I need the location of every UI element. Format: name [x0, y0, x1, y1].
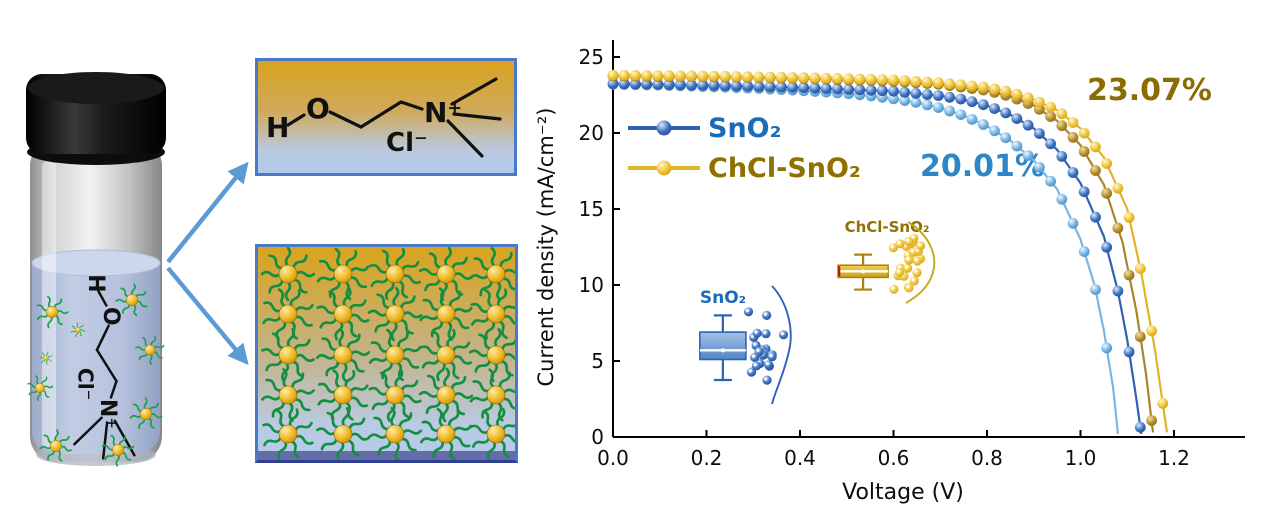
lattice-nanoparticle: [367, 286, 423, 342]
x-tick-label: 0.4: [784, 446, 816, 470]
ligand-capped-nanoparticle: [36, 295, 69, 329]
lattice-nanoparticle: [419, 328, 473, 382]
lattice-nanoparticle: [260, 327, 316, 383]
nanoparticles-in-vial: [26, 283, 165, 467]
atom-cl: Cl⁻: [73, 368, 97, 401]
lattice-nanoparticle: [468, 367, 515, 423]
connector-arrows: [166, 161, 249, 366]
lattice-nanoparticle: [418, 367, 474, 423]
lattice-nanoparticle: [316, 368, 370, 422]
legend-label-chcl: ChCl-SnO₂: [708, 153, 861, 184]
ligand-capped-nanoparticle: [70, 322, 86, 338]
y-axis-title: Current density (mA/cm⁻²): [534, 107, 558, 386]
ligand-capped-nanoparticle: [129, 397, 163, 430]
lattice-nanoparticle: [468, 247, 515, 302]
y-tick-label: 20: [579, 121, 604, 145]
nanoparticle-grid: [260, 247, 515, 460]
lattice-nanoparticle: [261, 287, 315, 341]
lattice-nanoparticle: [468, 327, 515, 383]
lattice-nanoparticle: [367, 406, 423, 460]
y-tick-label: 5: [591, 349, 604, 373]
violin-chcl: [905, 221, 936, 304]
nanoparticle-panel: [255, 244, 518, 463]
lattice-nanoparticle: [368, 328, 422, 382]
efficiency-label-chcl: 23.07%: [1087, 73, 1212, 108]
ligand-capped-nanoparticle: [134, 335, 165, 366]
arrow-to-molecule-panel: [166, 161, 249, 264]
ligand-capped-nanoparticle: [39, 429, 73, 463]
vial-liquid: [32, 262, 160, 454]
cap-top: [28, 72, 164, 104]
lattice-nanoparticle: [419, 407, 473, 460]
ligand-capped-nanoparticle: [26, 375, 54, 402]
arrow-to-nanoparticle-panel: [166, 266, 249, 366]
legend-marker-sno2: [656, 120, 672, 136]
vial-body: [26, 72, 166, 466]
lattice-nanoparticle: [261, 407, 315, 460]
atom-cl: Cl⁻: [386, 128, 428, 158]
x-tick-label: 1.0: [1065, 446, 1097, 470]
atom-o: O: [306, 92, 330, 125]
ligand-capped-nanoparticle: [115, 283, 148, 317]
scatter-SnO₂: [743, 307, 789, 385]
boxplot-ChCl-SnO₂: [837, 253, 889, 291]
scatter-ChCl-SnO₂: [888, 233, 926, 294]
ligand-capped-nanoparticle: [101, 434, 135, 467]
axes: [612, 40, 1245, 438]
inset-label-sno2: SnO₂: [700, 288, 746, 308]
x-tick-label: 0.8: [971, 446, 1003, 470]
lattice-nanoparticle: [316, 247, 370, 301]
atom-h: H: [266, 111, 289, 144]
jv-chart-plot: 0.0 0.2 0.4 0.6 0.8 1.0 1.2 0 5 10 15 20 25: [579, 40, 1245, 470]
vial-illustration: H O N⁺ Cl⁻: [26, 72, 166, 467]
lattice-nanoparticle: [367, 367, 423, 423]
x-tick-label: 0.2: [691, 446, 723, 470]
y-tick-label: 10: [579, 273, 604, 297]
lattice-nanoparticle: [368, 247, 422, 301]
violin-sno2: [771, 285, 792, 405]
legend-marker-chcl: [656, 160, 672, 176]
vial-molecule-structure: H O N⁺ Cl⁻: [73, 274, 136, 460]
lattice-nanoparticle: [469, 287, 515, 341]
y-tick-label: 0: [591, 425, 604, 449]
x-tick-label: 1.2: [1158, 446, 1190, 470]
legend: SnO₂ ChCl-SnO₂: [628, 113, 861, 184]
molecule-panel: H O N⁺ Cl⁻: [255, 58, 517, 176]
series-sno₂-reverse: [607, 78, 1146, 435]
liquid-surface: [31, 249, 161, 277]
x-axis-title: Voltage (V): [842, 480, 964, 505]
panel-bottom-strip: [258, 451, 515, 460]
y-tick-label: 15: [579, 197, 604, 221]
jv-chart: Current density (mA/cm⁻²) Voltage (V) Sn…: [534, 73, 1212, 505]
lattice-nanoparticle: [315, 286, 371, 342]
lattice-nanoparticle: [315, 327, 371, 383]
y-tick-label: 25: [579, 45, 604, 69]
lattice-nanoparticle: [260, 247, 316, 302]
lattice-nanoparticle: [469, 407, 515, 460]
x-tick-label: 0.6: [878, 446, 910, 470]
x-tick-label: 0.0: [597, 446, 629, 470]
lattice-nanoparticle: [418, 247, 474, 302]
series-chcl-sno₂-reverse: [607, 69, 1169, 433]
legend-label-sno2: SnO₂: [708, 113, 781, 144]
lattice-nanoparticle: [315, 406, 371, 460]
atom-n: N⁺: [95, 399, 120, 429]
molecule-structure: H O N⁺ Cl⁻: [266, 77, 502, 158]
atom-h: H: [83, 274, 108, 292]
atom-n: N⁺: [424, 96, 462, 129]
lattice-nanoparticle: [418, 286, 474, 342]
lattice-nanoparticle: [260, 367, 316, 423]
ligand-capped-nanoparticle: [39, 351, 53, 365]
boxplot-SnO₂: [699, 314, 747, 382]
atom-o: O: [98, 307, 123, 326]
